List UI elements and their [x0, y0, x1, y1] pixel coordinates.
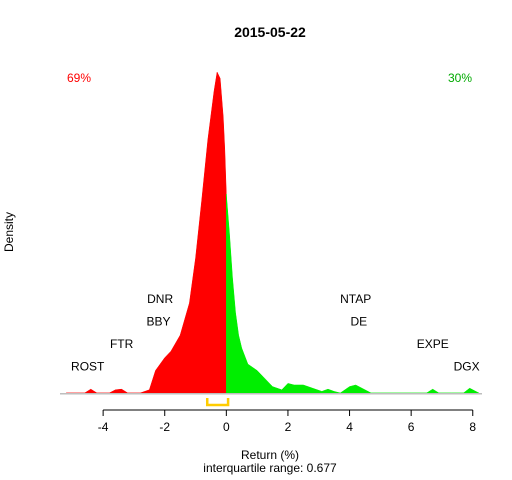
positive-returns-area [226, 193, 480, 394]
x-tick-label: -4 [98, 420, 109, 434]
x-axis: -4 -2 0 2 4 6 8 [60, 393, 482, 434]
ticker-label: FTR [110, 337, 134, 351]
x-tick-label: 4 [346, 420, 353, 434]
positive-percent-label: 30% [448, 71, 472, 85]
iqr-bracket [205, 398, 230, 407]
ticker-label: NTAP [340, 292, 371, 306]
ticker-label: DNR [147, 292, 173, 306]
x-tick-label: 2 [285, 420, 292, 434]
x-axis-label: Return (%) [241, 448, 299, 462]
ticker-label: DE [350, 315, 367, 329]
ticker-label: EXPE [417, 337, 449, 351]
ticker-annotations: ROST FTR DNR BBY NTAP DE EXPE DGX [71, 292, 480, 373]
y-axis-label: Density [2, 212, 16, 252]
ticker-label: DGX [454, 360, 480, 374]
ticker-label: BBY [147, 315, 171, 329]
ticker-label: ROST [71, 360, 105, 374]
x-tick-label: 8 [469, 420, 476, 434]
x-tick-label: 0 [223, 420, 230, 434]
x-tick-label: -2 [159, 420, 170, 434]
negative-returns-area [66, 71, 227, 394]
density-area-layer [66, 71, 480, 394]
chart-title: 2015-05-22 [234, 24, 306, 40]
x-tick-label: 6 [408, 420, 415, 434]
negative-percent-label: 69% [67, 71, 91, 85]
density-baseline [60, 393, 482, 395]
iqr-label: interquartile range: 0.677 [203, 461, 337, 475]
